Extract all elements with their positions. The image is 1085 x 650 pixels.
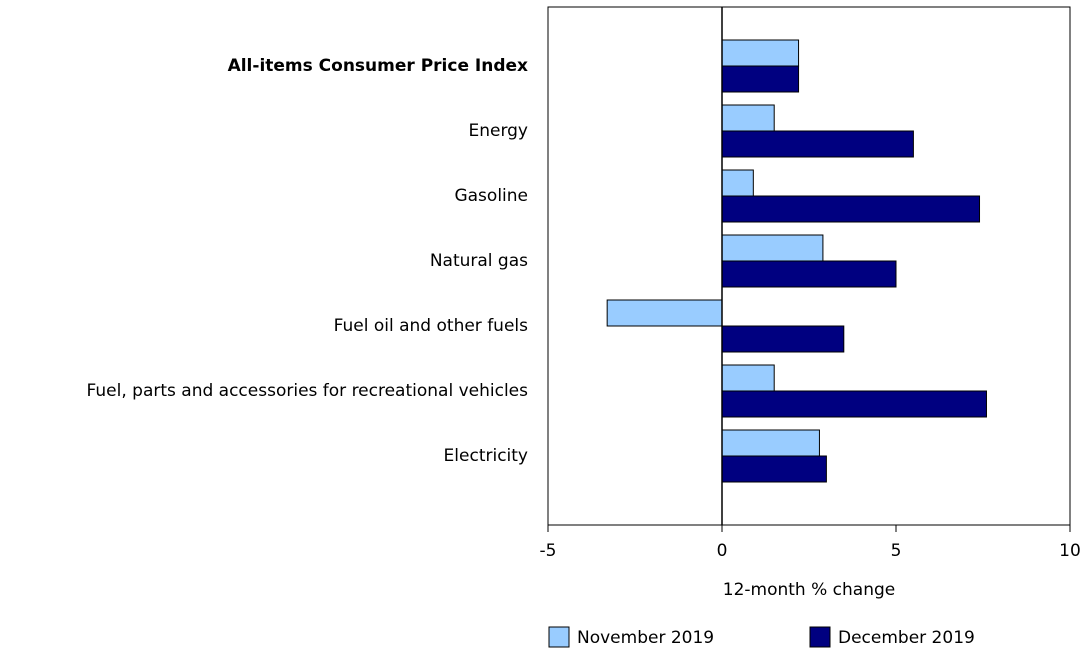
bar: [721, 169, 754, 197]
bar: [721, 39, 800, 67]
bar: [721, 364, 775, 392]
bar: [721, 234, 824, 262]
y-tick-label: All-items Consumer Price Index: [228, 56, 528, 76]
bar: [721, 130, 914, 158]
y-tick-label: Fuel oil and other fuels: [334, 316, 528, 336]
bar: [721, 65, 800, 93]
y-tick-label: Electricity: [444, 446, 528, 466]
y-tick-label: Energy: [468, 121, 528, 141]
bar: [721, 195, 981, 223]
y-tick-label: Gasoline: [454, 186, 528, 206]
bar: [721, 390, 987, 418]
x-tick-label: 5: [891, 541, 902, 561]
x-tick-label: -5: [540, 541, 557, 561]
x-tick-label: 10: [1059, 541, 1081, 561]
x-axis-label: 12-month % change: [723, 580, 895, 600]
x-tick-label: 0: [717, 541, 728, 561]
bar: [721, 455, 827, 483]
bar: [721, 104, 775, 132]
legend-swatch: [809, 626, 831, 648]
legend-label: November 2019: [577, 628, 714, 648]
bar: [721, 325, 845, 353]
plot-area: [547, 6, 1071, 526]
legend-swatch: [548, 626, 570, 648]
bar: [606, 299, 723, 327]
bar: [721, 429, 820, 457]
y-tick-label: Natural gas: [430, 251, 528, 271]
y-tick-label: Fuel, parts and accessories for recreati…: [87, 381, 529, 401]
bar: [721, 260, 897, 288]
legend-label: December 2019: [838, 628, 975, 648]
